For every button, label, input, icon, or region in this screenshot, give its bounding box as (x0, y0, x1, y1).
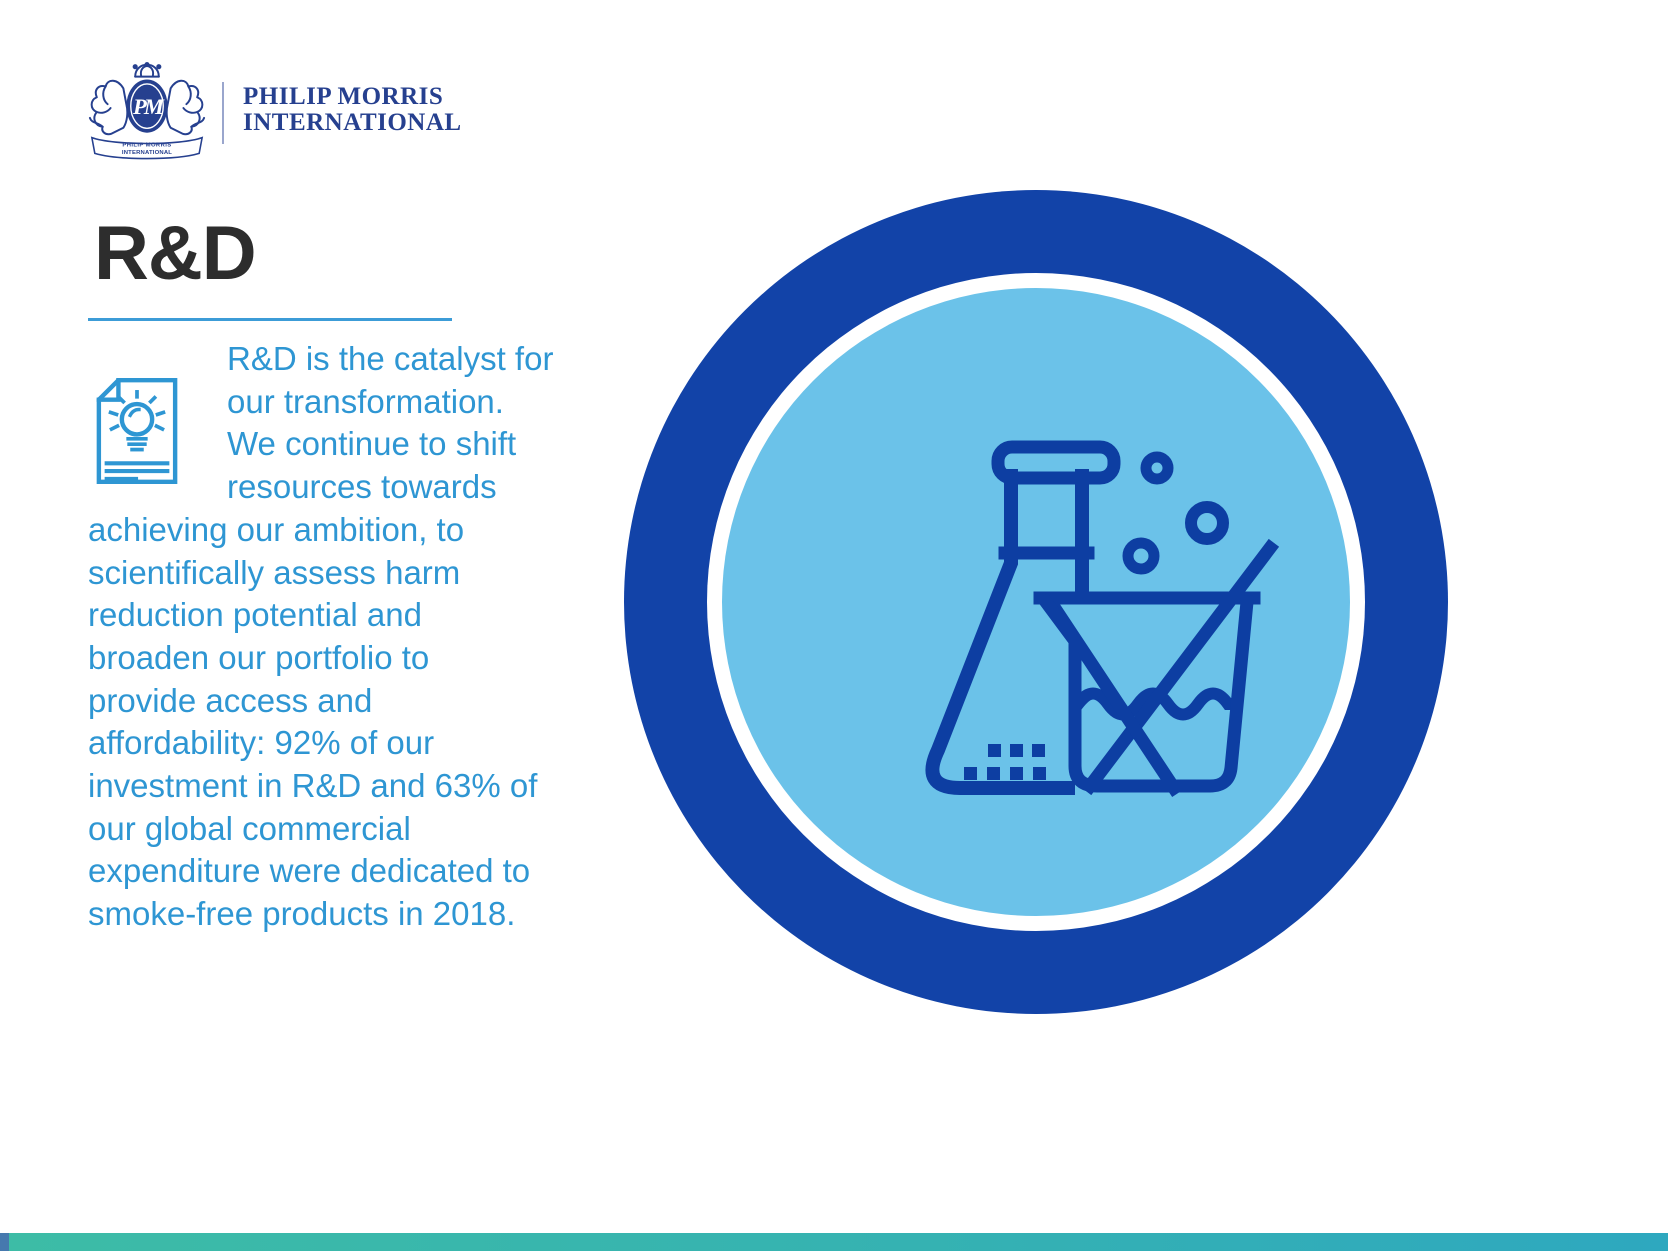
document-lightbulb-icon (96, 377, 178, 485)
paragraph-line: affordability: 92% of our (88, 724, 435, 762)
paragraph-line: reduction potential and (88, 596, 422, 634)
paragraph-line: We continue to shift (227, 425, 517, 463)
brand-divider (222, 82, 224, 144)
brand-wordmark-line2: INTERNATIONAL (243, 109, 462, 136)
paragraph-line: scientifically assess harm (88, 553, 461, 591)
crest-banner-line1: PHILIP MORRIS (122, 142, 171, 148)
brand-wordmark-line1: PHILIP MORRIS (243, 83, 444, 110)
page-title: R&D (94, 211, 257, 296)
paragraph-line: our transformation. (227, 382, 504, 420)
title-underline (88, 318, 452, 321)
pmi-crest-logo-icon: PM PHILIP MORRIS INTERNATIONAL (88, 62, 206, 160)
paragraph-line: our global commercial (88, 809, 411, 847)
footer-bar (0, 1233, 1668, 1251)
flask-beaker-lab-icon (925, 440, 1280, 798)
paragraph-line: achieving our ambition, to (88, 510, 465, 548)
crest-monogram: PM (132, 94, 165, 119)
paragraph-line: R&D is the catalyst for (227, 340, 554, 377)
paragraph-line: expenditure were dedicated to (88, 852, 531, 890)
rd-paragraph: R&D is the catalyst for our transformatio… (88, 338, 608, 936)
brand-wordmark: PHILIP MORRIS INTERNATIONAL (243, 84, 462, 136)
paragraph-line: provide access and (88, 681, 373, 719)
paragraph-line: broaden our portfolio to (88, 638, 430, 676)
crest-banner-line2: INTERNATIONAL (122, 150, 172, 156)
paragraph-line: smoke-free products in 2018. (88, 895, 516, 933)
rd-paragraph-lines: R&D is the catalyst for our transformatio… (88, 338, 608, 936)
paragraph-line: resources towards (227, 468, 497, 506)
footer-accent-segment (0, 1233, 9, 1251)
paragraph-line: investment in R&D and 63% of (88, 767, 538, 805)
